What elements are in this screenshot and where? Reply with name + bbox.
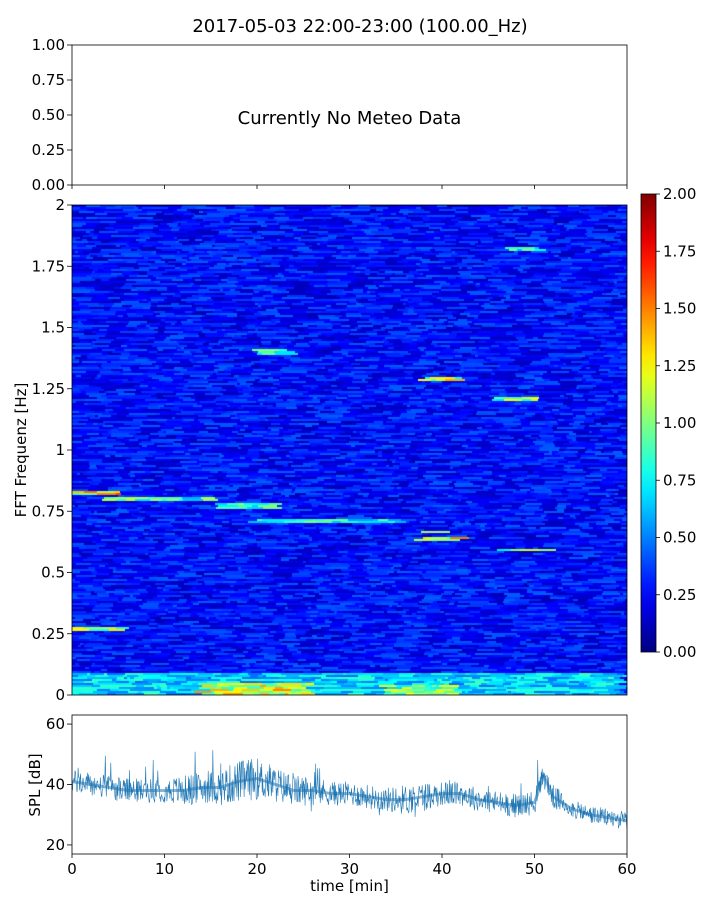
spl-background — [72, 715, 627, 854]
spectrogram-y-tick-label: 1.75 — [32, 257, 65, 275]
spl-series-core — [71, 771, 628, 823]
meteo-y-tick-label: 0.00 — [32, 176, 65, 194]
spectrogram-y-tick-label: 1.25 — [32, 380, 65, 398]
spl-x-tick-label: 60 — [617, 860, 636, 878]
spl-x-tick-label: 30 — [340, 860, 359, 878]
meteo-y-tick-label: 0.50 — [32, 106, 65, 124]
meteo-x-ticks — [71, 185, 628, 189]
spectrogram-y-tick-label: 0.5 — [41, 564, 65, 582]
meteo-panel: Currently No Meteo Data 0.00 0.25 0.50 0.75… — [32, 36, 628, 194]
spl-x-ticks: 0 10 20 30 40 50 60 — [67, 854, 637, 878]
spl-x-tick-label: 10 — [155, 860, 174, 878]
spl-y-axis-label: SPL [dB] — [26, 753, 44, 816]
spectrogram-image-container — [72, 205, 627, 695]
colorbar-tick-label: 2.00 — [663, 185, 696, 203]
spl-y-ticks: 20 40 60 — [46, 715, 72, 854]
spl-x-tick-label: 40 — [432, 860, 451, 878]
spl-x-tick-label: 20 — [247, 860, 266, 878]
meteo-y-tick-label: 1.00 — [32, 36, 65, 54]
spl-x-tick-label: 0 — [67, 860, 77, 878]
spl-panel: 20 40 60 0 10 20 30 40 50 60 SPL [dB] time [min] — [26, 714, 637, 895]
spl-y-tick-label: 60 — [46, 715, 65, 733]
colorbar-tick-label: 0.25 — [663, 586, 696, 604]
colorbar-tick-label: 1.50 — [663, 300, 696, 318]
colorbar-tick-label: 1.75 — [663, 242, 696, 260]
meteo-y-tick-label: 0.25 — [32, 141, 65, 159]
spectrogram-y-tick-label: 1 — [55, 441, 65, 459]
no-data-message: Currently No Meteo Data — [238, 108, 462, 129]
spl-x-tick-label: 50 — [525, 860, 544, 878]
colorbar-tick-label: 1.00 — [663, 414, 696, 432]
spl-x-axis-label: time [min] — [310, 877, 389, 895]
spectrogram-y-tick-label: 0.25 — [32, 625, 65, 643]
spectrogram-y-tick-label: 2 — [55, 196, 65, 214]
spl-y-tick-label: 20 — [46, 836, 65, 854]
colorbar-ticks: 0.00 0.25 0.50 0.75 1.00 1.25 1.50 1.75 2.00 — [656, 185, 696, 661]
spectrogram-image — [72, 205, 627, 695]
colorbar-tick-label: 0.00 — [663, 643, 696, 661]
colorbar-tick-label: 0.50 — [663, 529, 696, 547]
meteo-y-ticks: 0.00 0.25 0.50 0.75 1.00 — [32, 36, 72, 194]
colorbar-tick-label: 0.75 — [663, 471, 696, 489]
meteo-y-tick-label: 0.75 — [32, 71, 65, 89]
spectrogram-y-tick-label: 0 — [55, 686, 65, 704]
colorbar-gradient-container — [641, 194, 656, 652]
meteo-axes-frame — [71, 44, 628, 186]
spectrogram-y-axis-label: FFT Frequenz [Hz] — [12, 383, 30, 518]
colorbar-gradient — [641, 194, 656, 652]
spl-y-tick-label: 40 — [46, 776, 65, 794]
spectrogram-y-tick-label: 0.75 — [32, 502, 65, 520]
spectrogram-y-tick-label: 1.5 — [41, 319, 65, 337]
spl-series — [71, 750, 628, 829]
chart-title: 2017-05-03 22:00-23:00 (100.00_Hz) — [192, 16, 527, 37]
spectrogram-panel: 0 0.25 0.5 0.75 1 1.25 1.5 1.75 2 FFT Frequenz [… — [12, 196, 628, 704]
spectrogram-y-ticks: 0 0.25 0.5 0.75 1 1.25 1.5 1.75 2 — [32, 196, 72, 704]
colorbar-tick-label: 1.25 — [663, 357, 696, 375]
colorbar: 0.00 0.25 0.50 0.75 1.00 1.25 1.50 1.75 2.00 — [640, 185, 696, 661]
